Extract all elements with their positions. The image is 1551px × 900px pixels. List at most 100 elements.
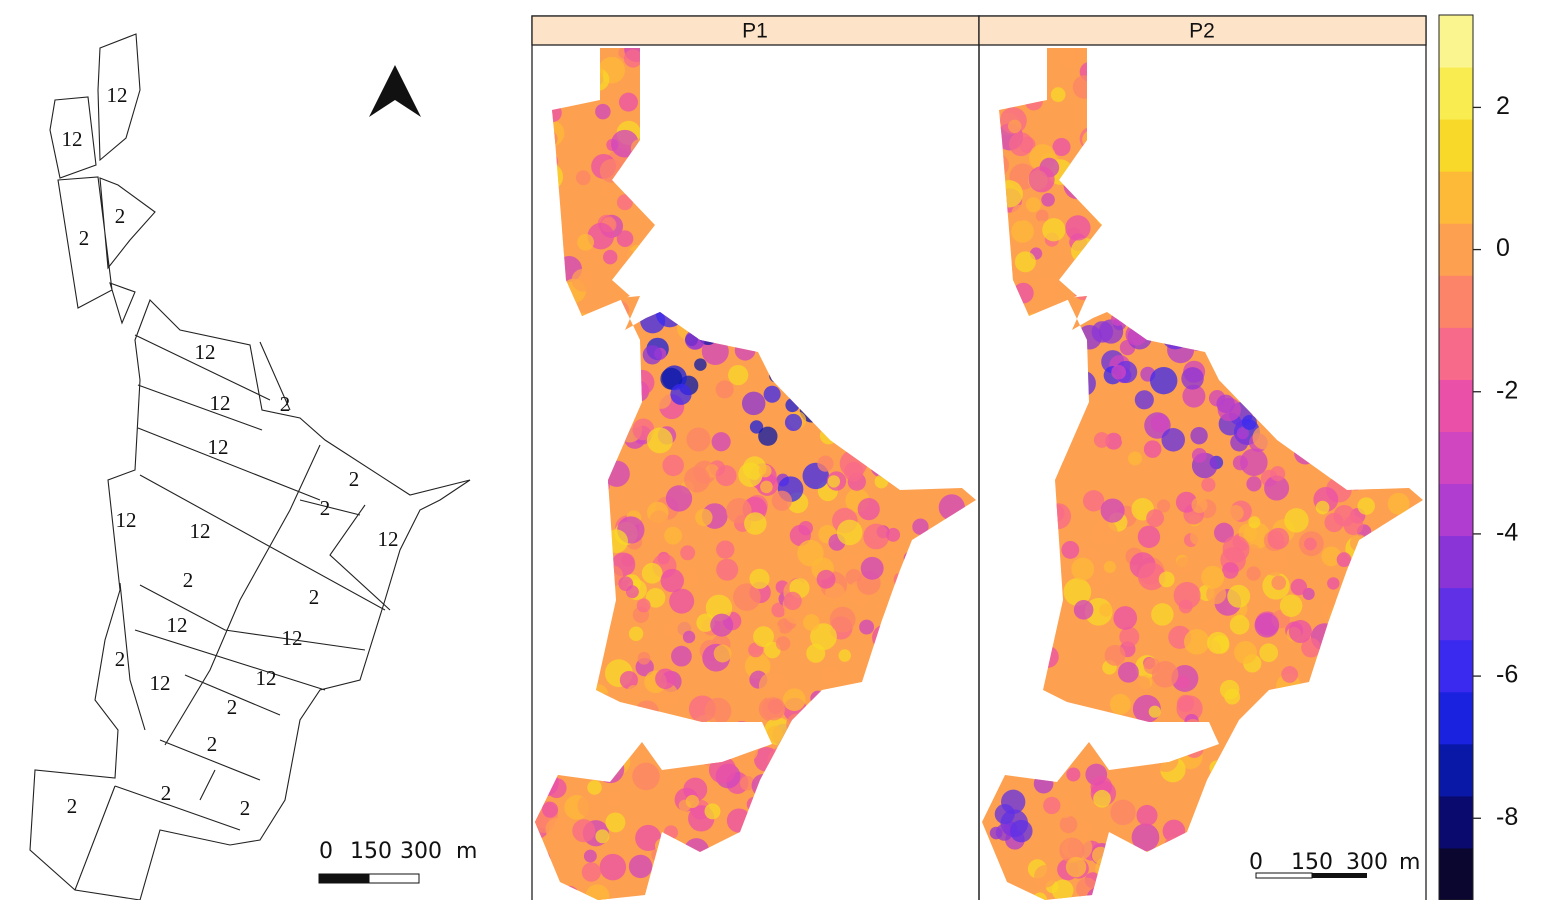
raster-cell — [1248, 516, 1261, 529]
raster-cell — [1030, 481, 1049, 500]
raster-cell — [899, 641, 920, 662]
raster-cell — [1091, 846, 1110, 864]
raster-cell — [655, 886, 678, 900]
raster-cell — [800, 49, 817, 65]
raster-cell — [590, 617, 612, 640]
raster-cell — [758, 671, 787, 700]
raster-cell — [1122, 157, 1143, 179]
raster-cell — [729, 121, 746, 139]
raster-cell — [1377, 694, 1392, 709]
raster-cell — [1190, 278, 1205, 292]
raster-cell — [547, 274, 563, 290]
raster-cell — [721, 212, 735, 227]
raster-cell — [1025, 605, 1048, 628]
raster-cell — [737, 301, 760, 324]
raster-cell — [800, 845, 826, 871]
panel-strip — [978, 15, 1427, 46]
raster-cell — [957, 882, 976, 900]
raster-cell — [924, 880, 950, 900]
raster-cell — [1148, 95, 1171, 118]
raster-cell — [1327, 129, 1355, 157]
raster-cell — [733, 583, 761, 611]
field-label: 12 — [195, 340, 216, 364]
raster-cell — [1255, 723, 1274, 742]
raster-cell — [1017, 688, 1045, 716]
raster-cell — [1284, 129, 1301, 147]
raster-cell — [1004, 490, 1027, 513]
raster-cell — [669, 588, 695, 614]
raster-cell — [842, 553, 857, 569]
raster-cell — [1191, 447, 1207, 463]
raster-cell — [1136, 148, 1160, 172]
raster-cell — [896, 320, 914, 338]
raster-cell — [841, 794, 865, 818]
raster-cell — [1179, 78, 1196, 96]
raster-cell — [1152, 59, 1174, 81]
raster-cell — [1327, 577, 1340, 590]
raster-cell — [1333, 504, 1356, 527]
colorbar-tick-label: -2 — [1496, 376, 1518, 404]
raster-cell — [920, 730, 944, 754]
raster-cell — [1126, 860, 1150, 885]
raster-cell — [952, 427, 976, 454]
raster-cell — [1373, 421, 1394, 442]
raster-cell — [1314, 740, 1340, 766]
raster-cell — [1274, 393, 1299, 418]
raster-cell — [870, 454, 894, 478]
raster-cell — [711, 108, 730, 127]
raster-cell — [665, 485, 693, 512]
raster-cell — [603, 460, 630, 487]
raster-cell — [939, 320, 960, 341]
raster-cell — [683, 838, 710, 864]
raster-cell — [887, 79, 909, 101]
raster-cell — [861, 303, 888, 331]
raster-cell — [898, 880, 919, 900]
raster-cell — [938, 426, 967, 455]
raster-cell — [664, 526, 682, 545]
raster-cell — [893, 571, 910, 588]
raster-cell — [921, 288, 935, 302]
raster-cell — [985, 514, 1013, 543]
raster-cell — [1244, 387, 1264, 406]
raster-cell — [800, 204, 820, 224]
raster-cell — [728, 364, 749, 386]
raster-cell — [1020, 313, 1047, 340]
raster-cell — [831, 280, 850, 298]
raster-cell — [1279, 782, 1307, 810]
field-map — [29, 33, 471, 900]
raster-cell — [695, 84, 722, 110]
raster-cell — [806, 151, 825, 171]
field-outlines — [29, 33, 471, 900]
raster-cell — [1046, 504, 1065, 522]
raster-cell — [1013, 282, 1034, 304]
raster-cell — [1150, 414, 1169, 433]
raster-cell — [1360, 222, 1377, 239]
field-label: 12 — [167, 613, 188, 637]
raster-cell — [1095, 93, 1116, 114]
field-label: 12 — [190, 519, 211, 543]
raster-cell — [850, 181, 869, 200]
raster-cell — [771, 602, 787, 618]
raster-cell — [1362, 717, 1383, 738]
raster-cell — [956, 795, 971, 810]
raster-cell — [1137, 562, 1166, 591]
raster-cell — [713, 644, 732, 663]
raster-cell — [982, 753, 992, 770]
raster-cell — [906, 611, 933, 638]
raster-cell — [671, 166, 691, 186]
raster-cell — [864, 71, 879, 85]
raster-cell — [1294, 822, 1310, 837]
raster-cell — [891, 346, 914, 368]
field-label: 2 — [349, 467, 360, 491]
raster-cell — [715, 190, 735, 210]
raster-cell — [788, 727, 816, 755]
raster-cell — [1315, 146, 1328, 159]
raster-cell — [1335, 757, 1355, 777]
raster-cell — [1287, 135, 1302, 150]
raster-cell — [1239, 448, 1268, 477]
raster-cell — [830, 161, 851, 181]
raster-cell — [535, 130, 552, 155]
raster-cell — [900, 63, 920, 82]
raster-cell — [1163, 836, 1184, 856]
raster-cell — [587, 222, 615, 250]
